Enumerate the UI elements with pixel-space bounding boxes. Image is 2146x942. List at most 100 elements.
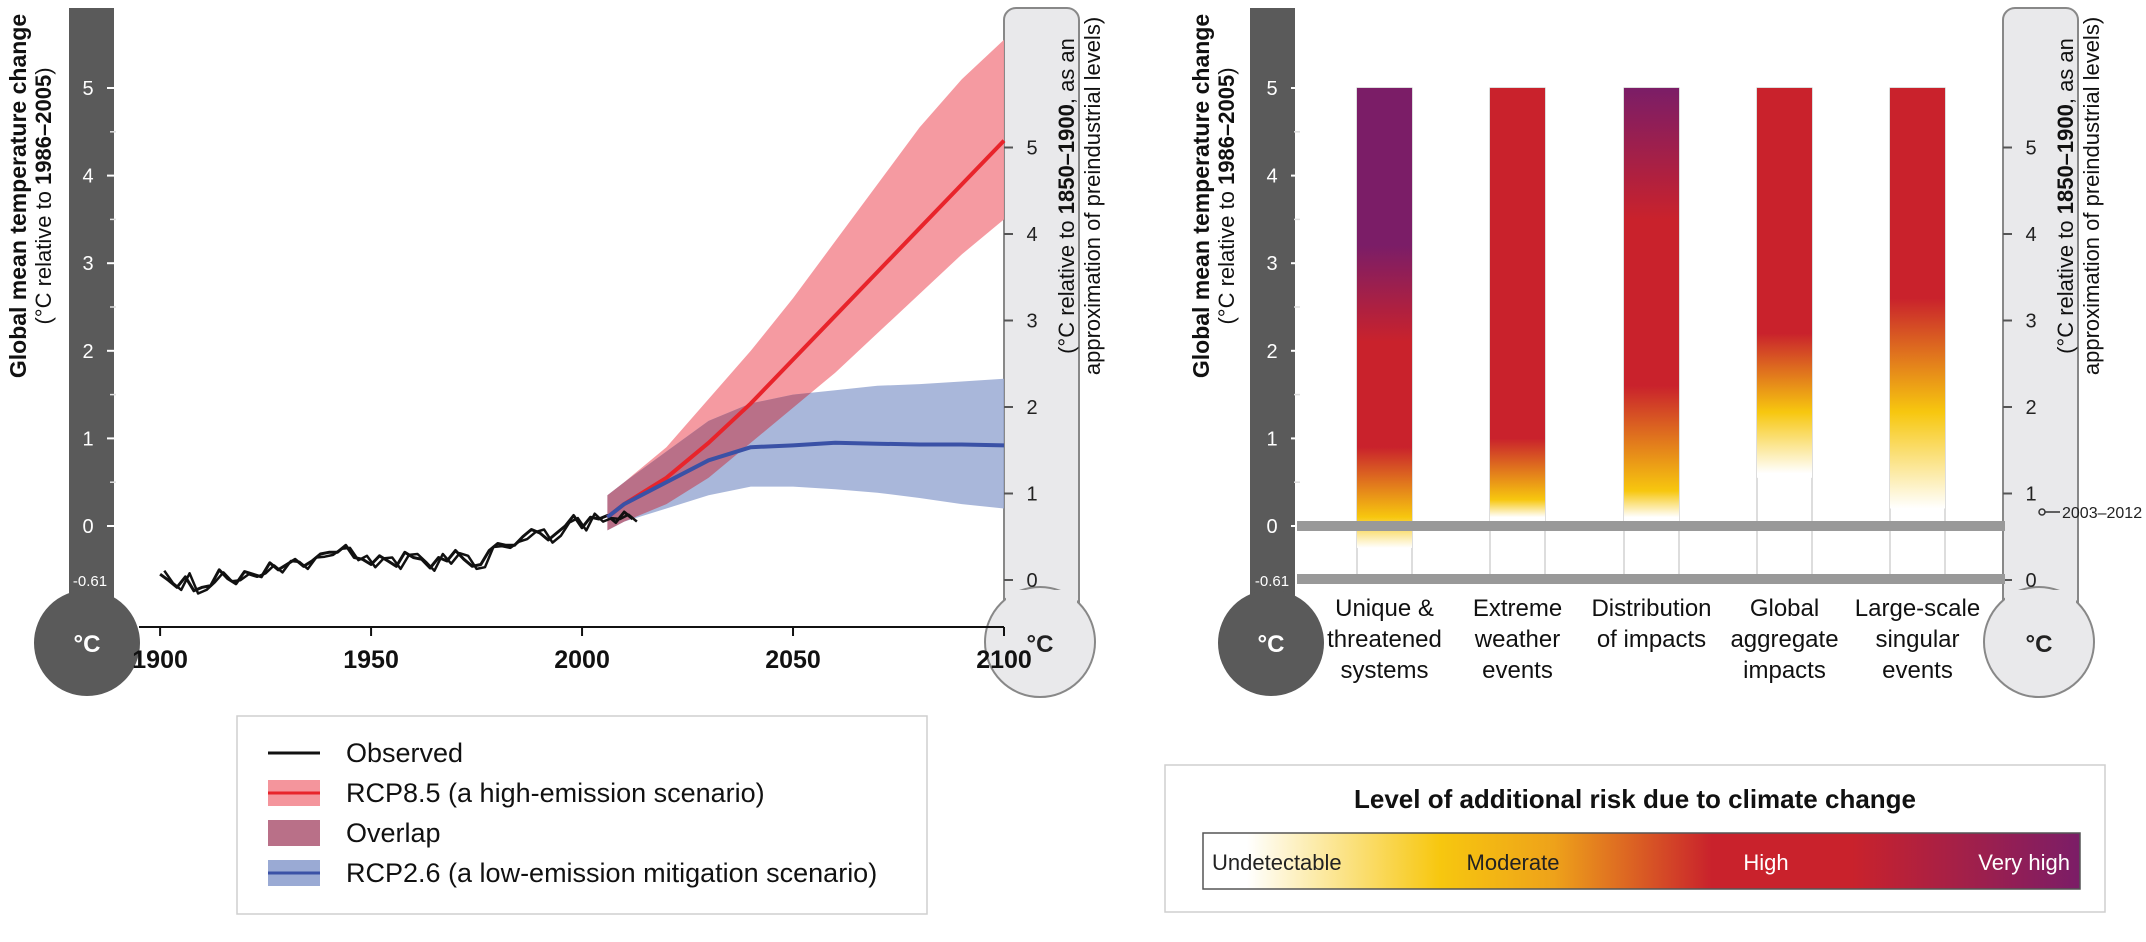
risk-right-thermometer-ticks: 5 4 3 2 1 0 bbox=[2003, 138, 2037, 592]
risk-baseline-label: -0.61 bbox=[1255, 573, 1289, 590]
risk-category-labels: Unique & threatened systems Extreme weather e… bbox=[1327, 595, 1980, 684]
risk-left-y-title: Global mean temperature change bbox=[1188, 14, 1214, 378]
rcp26-band bbox=[607, 378, 1004, 531]
x-tick-label: 1950 bbox=[343, 646, 399, 674]
right-tick-label: 5 bbox=[1026, 138, 1037, 160]
left-tick-label: 1 bbox=[82, 428, 93, 450]
legend-item: Overlap bbox=[268, 818, 441, 848]
left-tick-label: 3 bbox=[1266, 253, 1277, 275]
risk-scale-bar bbox=[1202, 832, 2081, 890]
risk-right-y-title: (°C relative to 1850–1900, as an bbox=[2053, 38, 2078, 354]
right-tick-label: 1 bbox=[1026, 484, 1037, 506]
x-tick-label: 2000 bbox=[554, 646, 610, 674]
reference-lines bbox=[1297, 521, 2005, 584]
rcp85-band bbox=[607, 39, 1004, 531]
right-tick-label: 2 bbox=[2025, 397, 2036, 419]
right-y-title: (°C relative to 1850–1900, as an bbox=[1054, 38, 1079, 354]
left-thermometer-unit: °C bbox=[74, 631, 101, 658]
right-tick-label: 0 bbox=[2025, 570, 2036, 592]
risk-category-label: Distribution of impacts bbox=[1591, 595, 1711, 653]
legend-label: Overlap bbox=[346, 818, 441, 848]
risk-right-y-title-line2: approximation of preindustrial levels) bbox=[2079, 17, 2104, 375]
risk-category-label: Extreme weather events bbox=[1473, 595, 1562, 684]
right-tick-label: 1 bbox=[2025, 484, 2036, 506]
risk-scale-title: Level of additional risk due to climate … bbox=[1354, 784, 1916, 814]
left-tick-label: 5 bbox=[1266, 78, 1277, 100]
year-marker-label: 2003–2012 bbox=[2062, 505, 2142, 522]
x-axis-ticks: 1900 1950 2000 2050 2100 bbox=[132, 627, 1032, 674]
risk-level-high: High bbox=[1743, 850, 1788, 875]
projection-plot: 1900 1950 2000 2050 2100 bbox=[132, 39, 1032, 674]
left-thermometer-bulb bbox=[34, 590, 140, 696]
risk-category-label: Large-scale singular events bbox=[1855, 595, 1980, 684]
legend-item: RCP2.6 (a low-emission mitigation scenar… bbox=[268, 858, 877, 888]
left-tick-label: 0 bbox=[82, 516, 93, 538]
risk-left-y-subtitle: (°C relative to 1986–2005) bbox=[1214, 67, 1239, 324]
x-tick-label: 2050 bbox=[765, 646, 821, 674]
right-tick-label: 3 bbox=[2025, 311, 2036, 333]
risk-left-thermometer-bulb bbox=[1218, 590, 1324, 696]
left-thermometer: °C 5 4 3 2 1 0 -0.61 Global mean temperature … bbox=[5, 8, 140, 696]
x-tick-label: 2100 bbox=[976, 646, 1032, 674]
risk-left-thermometer: °C 5 4 3 2 1 0 -0.61 Global mean temperature … bbox=[1188, 8, 1324, 696]
risk-level-moderate: Moderate bbox=[1467, 850, 1560, 875]
risk-column bbox=[1490, 88, 1545, 522]
baseline-label: -0.61 bbox=[73, 573, 107, 590]
risk-right-thermometer: °C 5 4 3 2 1 0 (°C relative to 1850–1900, as … bbox=[1983, 7, 2142, 698]
risk-column bbox=[1357, 88, 1412, 548]
legend: Observed RCP8.5 (a high-emission scenario… bbox=[236, 715, 928, 915]
left-tick-label: 4 bbox=[1266, 166, 1277, 188]
left-thermometer-stem bbox=[69, 8, 114, 628]
left-tick-label: 0 bbox=[1266, 516, 1277, 538]
risk-column bbox=[1757, 88, 1812, 478]
risk-column bbox=[1890, 88, 1945, 509]
left-y-title: Global mean temperature change bbox=[5, 14, 31, 378]
uncertainty-bands bbox=[607, 39, 1004, 531]
series-lines bbox=[159, 139, 1006, 595]
risk-level-very-high: Very high bbox=[1978, 850, 2070, 875]
risk-left-thermometer-stem bbox=[1250, 8, 1295, 628]
right-thermometer: °C 5 4 3 2 1 0 (°C relative to 1850–1900, as … bbox=[984, 7, 1105, 698]
right-thermometer-unit: °C bbox=[1027, 631, 1054, 658]
risk-level-undetectable: Undetectable bbox=[1212, 850, 1342, 875]
right-tick-label: 4 bbox=[1026, 224, 1037, 246]
x-tick-label: 1900 bbox=[132, 646, 188, 674]
right-tick-label: 5 bbox=[2025, 138, 2036, 160]
left-tick-label: 5 bbox=[82, 78, 93, 100]
legend-item: RCP8.5 (a high-emission scenario) bbox=[268, 778, 765, 808]
right-tick-label: 3 bbox=[1026, 311, 1037, 333]
right-tick-label: 4 bbox=[2025, 224, 2036, 246]
risk-right-thermometer-join bbox=[2005, 590, 2076, 630]
legend-label: RCP8.5 (a high-emission scenario) bbox=[346, 778, 765, 808]
legend-item: Observed bbox=[268, 738, 463, 768]
legend-label: RCP2.6 (a low-emission mitigation scenar… bbox=[346, 858, 877, 888]
left-thermometer-ticks: 5 4 3 2 1 0 bbox=[82, 78, 116, 538]
risk-left-thermometer-unit: °C bbox=[1258, 631, 1285, 658]
risk-right-thermometer-unit: °C bbox=[2026, 631, 2053, 658]
observed-line-alt bbox=[163, 512, 638, 595]
right-y-title-line2: approximation of preindustrial levels) bbox=[1080, 17, 1105, 375]
legend-label: Observed bbox=[346, 738, 463, 768]
left-tick-label: 1 bbox=[1266, 428, 1277, 450]
risk-column bbox=[1624, 88, 1679, 522]
temperature-projection-panel: °C 5 4 3 2 1 0 -0.61 Global mean temperature … bbox=[5, 7, 1105, 915]
legend-box bbox=[236, 715, 928, 915]
risk-category-label: Global aggregate impacts bbox=[1730, 595, 1838, 684]
left-tick-label: 2 bbox=[82, 341, 93, 363]
legend-swatch bbox=[268, 820, 320, 846]
right-tick-label: 0 bbox=[1026, 570, 1037, 592]
risk-panel: °C 5 4 3 2 1 0 -0.61 Global mean temperature … bbox=[1164, 7, 2142, 913]
risk-columns bbox=[1356, 87, 1946, 580]
rcp26-line bbox=[606, 440, 1005, 519]
left-tick-label: 3 bbox=[82, 253, 93, 275]
left-tick-label: 2 bbox=[1266, 341, 1277, 363]
left-y-subtitle: (°C relative to 1986–2005) bbox=[31, 67, 56, 324]
rcp85-line bbox=[606, 139, 1006, 519]
right-thermometer-ticks: 5 4 3 2 1 0 bbox=[1004, 138, 1038, 592]
risk-scale-legend: Level of additional risk due to climate … bbox=[1164, 764, 2106, 913]
left-tick-label: 4 bbox=[82, 166, 93, 188]
risk-category-label: Unique & threatened systems bbox=[1327, 595, 1442, 684]
year-marker: 2003–2012 bbox=[2038, 505, 2142, 522]
right-thermometer-join bbox=[1006, 590, 1077, 630]
right-tick-label: 2 bbox=[1026, 397, 1037, 419]
